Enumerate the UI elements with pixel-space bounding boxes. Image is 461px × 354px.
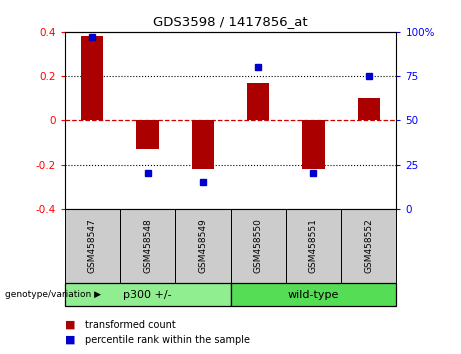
Text: GSM458548: GSM458548: [143, 219, 152, 273]
Text: GSM458551: GSM458551: [309, 218, 318, 274]
Bar: [358, 98, 380, 120]
Bar: [247, 83, 269, 120]
Text: GSM458550: GSM458550: [254, 218, 263, 274]
Text: wild-type: wild-type: [288, 290, 339, 300]
Bar: [286, 209, 341, 283]
Bar: [175, 209, 230, 283]
Bar: [192, 120, 214, 169]
Bar: [81, 36, 103, 120]
Bar: [230, 209, 286, 283]
Text: percentile rank within the sample: percentile rank within the sample: [85, 335, 250, 345]
Text: GSM458547: GSM458547: [88, 219, 97, 273]
Text: GSM458552: GSM458552: [364, 219, 373, 273]
Text: transformed count: transformed count: [85, 320, 176, 330]
Bar: [65, 209, 120, 283]
Bar: [230, 283, 396, 306]
Text: ■: ■: [65, 320, 75, 330]
Bar: [302, 120, 325, 169]
Text: genotype/variation ▶: genotype/variation ▶: [5, 290, 100, 299]
Bar: [120, 209, 175, 283]
Bar: [136, 120, 159, 149]
Title: GDS3598 / 1417856_at: GDS3598 / 1417856_at: [153, 15, 308, 28]
Bar: [341, 209, 396, 283]
Text: p300 +/-: p300 +/-: [123, 290, 172, 300]
Bar: [65, 283, 230, 306]
Text: ■: ■: [65, 335, 75, 345]
Text: GSM458549: GSM458549: [198, 219, 207, 273]
